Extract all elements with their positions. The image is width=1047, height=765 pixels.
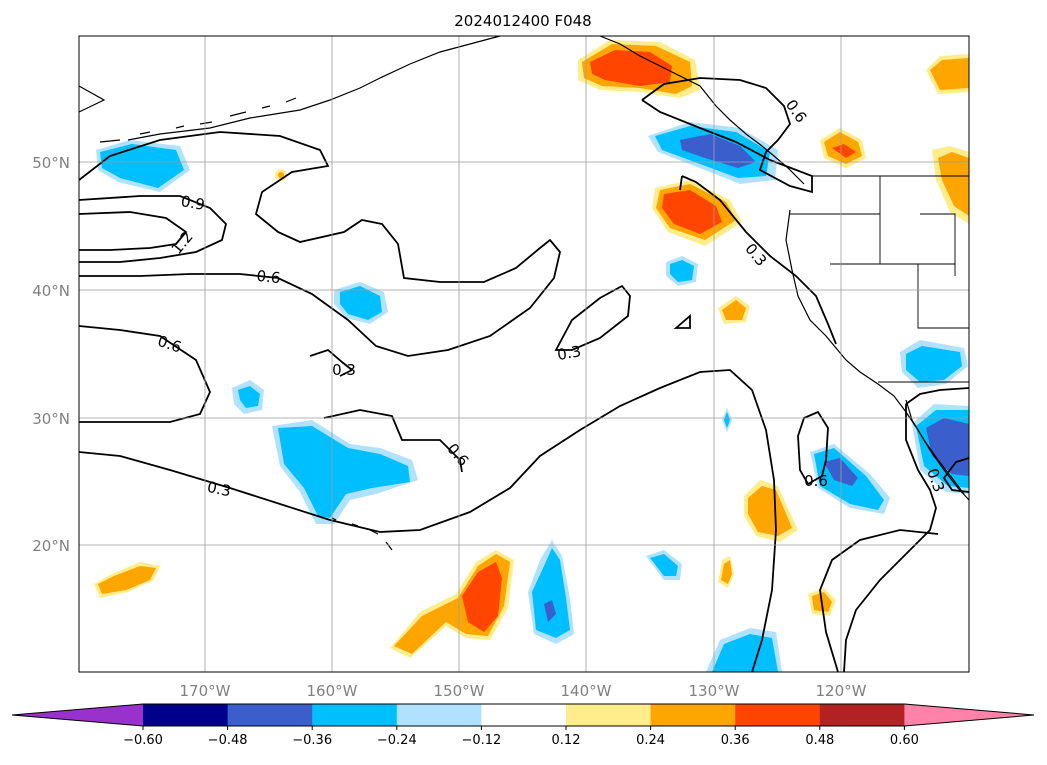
hawaiian-islands <box>331 517 393 551</box>
colorbar-tick-label: −0.12 <box>461 733 501 748</box>
contour-lines <box>78 77 970 673</box>
contour-line <box>905 387 970 405</box>
colorbar-segment <box>819 704 905 726</box>
negative-anomaly-area <box>724 412 730 428</box>
contour-line <box>78 211 188 251</box>
colorbar-tick-label: −0.60 <box>123 733 163 748</box>
negative-anomaly-area <box>100 144 184 188</box>
longitude-labels: 170°W 160°W 150°W 140°W 130°W 120°W <box>180 682 867 700</box>
colorbar-segment <box>735 704 821 726</box>
contour-label: 0.3 <box>556 342 583 364</box>
contour-line <box>323 409 463 473</box>
negative-anomaly-area <box>906 346 962 382</box>
map-panel: 0.9 1.2 0.6 0.6 0.3 0.3 0.6 0.3 0.3 0.6 … <box>78 35 970 673</box>
contour-line <box>641 77 813 194</box>
lon-label: 170°W <box>180 682 231 700</box>
kamchatka-coast <box>78 85 106 113</box>
positive-anomaly-area <box>590 50 672 86</box>
negative-anomaly-area <box>532 548 570 638</box>
positive-anomaly-area <box>662 190 722 234</box>
contour-line <box>819 529 939 673</box>
positive-anomaly-area <box>278 172 284 178</box>
contour-line <box>673 314 691 329</box>
colorbar-tick-label: 0.12 <box>552 733 581 748</box>
coastlines <box>78 35 970 551</box>
colorbar-tick-label: 0.60 <box>890 733 919 748</box>
lon-label: 150°W <box>434 682 485 700</box>
gridlines <box>79 36 969 672</box>
contour-line <box>681 175 837 345</box>
colorbar-tick-label: −0.36 <box>292 733 332 748</box>
lat-label: 40°N <box>32 282 70 300</box>
negative-anomaly-area <box>650 554 678 576</box>
political-borders <box>790 175 969 383</box>
contour-line <box>309 348 354 377</box>
positive-anomaly-area <box>98 566 156 594</box>
contour-line <box>679 175 683 191</box>
map-title: 2024012400 F048 <box>454 12 591 30</box>
negative-anomaly-area <box>278 426 410 518</box>
lon-label: 160°W <box>307 682 358 700</box>
positive-anomaly-area <box>462 562 502 632</box>
lon-label: 140°W <box>561 682 612 700</box>
contour-line <box>942 457 970 493</box>
lon-label: 130°W <box>689 682 740 700</box>
positive-anomaly-area <box>930 58 969 90</box>
shaded-fields <box>94 40 969 672</box>
contour-line <box>641 99 771 161</box>
colorbar-segment <box>481 704 567 726</box>
contour-line <box>78 195 227 263</box>
positive-anomaly-area <box>938 152 969 216</box>
colorbar-tick-label: −0.48 <box>208 733 248 748</box>
colorbar-tick-label: 0.36 <box>721 733 750 748</box>
contour-label: 0.6 <box>804 472 828 490</box>
bc-alaska-panhandle <box>599 35 805 185</box>
lat-label: 30°N <box>32 410 70 428</box>
negative-anomaly-area <box>340 286 382 320</box>
baja-peninsula <box>905 399 965 495</box>
colorbar-segment <box>312 704 398 726</box>
lat-label: 20°N <box>32 537 70 555</box>
latitude-labels: 50°N 40°N 30°N 20°N <box>32 154 70 555</box>
positive-anomaly-area <box>748 486 792 536</box>
aleutian-islands <box>99 97 297 143</box>
colorbar-segment <box>396 704 482 726</box>
contour-label: 0.9 <box>180 192 207 214</box>
positive-anomaly-area <box>722 300 746 320</box>
colorbar: −0.60 −0.48 −0.36 −0.24 −0.12 0.12 0.24 0.36 0.4… <box>11 703 1035 748</box>
colorbar-segment <box>650 704 736 726</box>
lat-label: 50°N <box>32 154 70 172</box>
colorbar-segment <box>566 704 652 726</box>
negative-anomaly-area <box>670 260 694 282</box>
colorbar-extend-max <box>904 704 1034 726</box>
contour-label: 0.6 <box>256 267 282 287</box>
contour-line <box>78 325 211 423</box>
colorbar-tick-label: 0.24 <box>636 733 665 748</box>
negative-anomaly-area <box>544 600 556 622</box>
lon-label: 120°W <box>816 682 867 700</box>
contour-line <box>78 369 777 673</box>
us-west-coast <box>785 209 970 501</box>
alaska-coastline <box>127 35 501 141</box>
colorbar-segment <box>227 704 313 726</box>
negative-anomaly-area <box>680 134 756 168</box>
negative-anomaly-area <box>238 386 260 408</box>
map-frame <box>78 35 970 673</box>
contour-line <box>797 410 829 486</box>
positive-anomaly-area <box>721 560 732 584</box>
colorbar-extend-min <box>12 704 143 726</box>
state-borders <box>790 176 969 383</box>
colorbar-segment <box>143 704 229 726</box>
contour-label: 0.3 <box>332 361 356 379</box>
contour-label: 0.3 <box>205 478 232 501</box>
contour-line <box>554 284 631 351</box>
contour-line <box>78 131 561 357</box>
colorbar-tick-label: 0.48 <box>805 733 834 748</box>
colorbar-tick-label: −0.24 <box>377 733 417 748</box>
positive-anomaly-area <box>832 144 856 158</box>
contour-line <box>843 404 937 673</box>
